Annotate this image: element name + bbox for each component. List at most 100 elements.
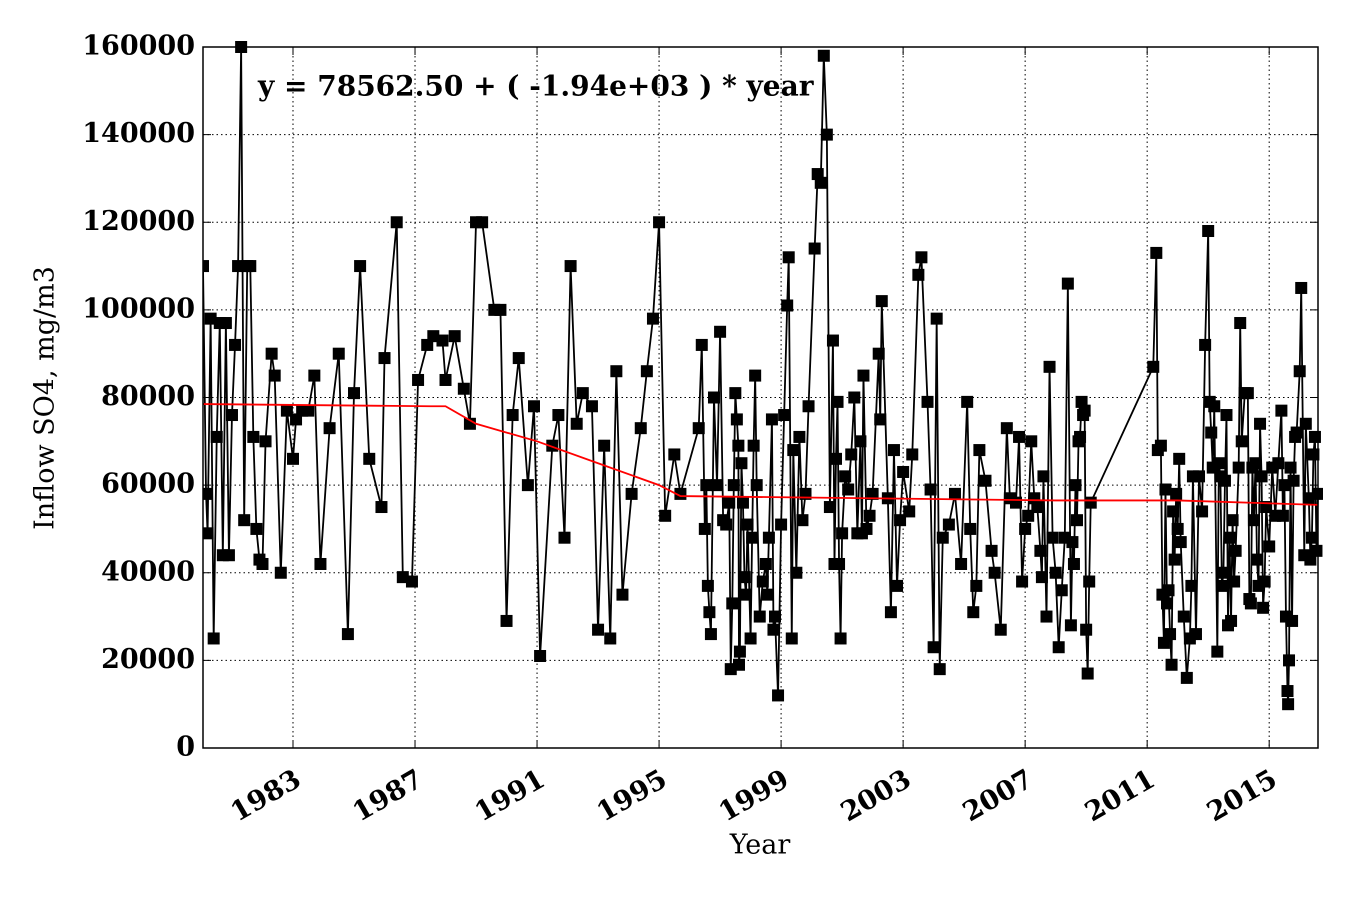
marker [787,444,800,457]
marker [256,557,269,570]
marker [903,505,916,518]
marker [723,496,736,509]
marker [1078,404,1091,417]
marker [756,575,769,588]
marker [1071,514,1084,527]
marker [1081,667,1094,680]
marker [1180,671,1193,684]
marker [1247,514,1260,527]
marker [375,501,388,514]
marker [1310,544,1323,557]
marker [1263,540,1276,553]
marker [570,417,583,430]
marker [802,400,815,413]
marker [405,575,418,588]
marker [762,531,775,544]
x-tick-label: 1999 [714,764,795,828]
marker [1159,483,1172,496]
marker [1308,430,1321,443]
marker [746,531,759,544]
marker [836,527,849,540]
marker [720,518,733,531]
marker [1167,505,1180,518]
marker [894,514,907,527]
marker [814,176,827,189]
marker [1211,645,1224,658]
marker [439,373,452,386]
marker [970,579,983,592]
marker [1013,430,1026,443]
x-axis-label: Year [729,830,791,861]
marker [616,588,629,601]
marker [1170,487,1183,500]
marker [726,597,739,610]
marker [238,514,251,527]
x-tick-label: 1991 [470,764,551,828]
marker [1022,509,1035,522]
marker [280,404,293,417]
marker [979,474,992,487]
marker [219,317,232,330]
marker [1244,597,1257,610]
marker [1276,509,1289,522]
y-tick-label: 60000 [101,469,195,500]
marker [222,549,235,562]
marker [1217,566,1230,579]
marker [390,216,403,229]
marker [1228,575,1241,588]
marker [506,409,519,422]
marker [1040,610,1053,623]
marker [1295,281,1308,294]
marker [396,571,409,584]
marker [1302,492,1315,505]
marker [921,395,934,408]
marker [1293,365,1306,378]
marker [866,487,879,500]
marker [1061,277,1074,290]
marker [1025,435,1038,448]
marker [915,251,928,264]
y-tick-label: 120000 [82,206,195,237]
marker [1225,614,1238,627]
marker [558,531,571,544]
marker [378,352,391,365]
marker [1037,470,1050,483]
marker [936,531,949,544]
marker [1185,579,1198,592]
marker [833,557,846,570]
marker [203,260,209,273]
marker [634,422,647,435]
marker [1208,400,1221,413]
marker [1283,654,1296,667]
marker [527,400,540,413]
marker [942,518,955,531]
marker [348,387,361,400]
marker [552,409,565,422]
marker [820,128,833,141]
marker [1284,461,1297,474]
marker [610,365,623,378]
marker [884,606,897,619]
marker [831,395,844,408]
marker [268,369,281,382]
x-tick-label: 1983 [226,764,307,828]
marker [244,260,257,273]
marker [736,496,749,509]
marker [1229,544,1242,557]
marker [703,606,716,619]
marker [1232,461,1245,474]
marker [1052,641,1065,654]
marker [640,365,653,378]
marker [1064,619,1077,632]
marker [695,338,708,351]
marker [463,417,476,430]
marker [534,649,547,662]
marker [848,391,861,404]
marker [714,325,727,338]
marker [576,387,589,400]
marker [1223,531,1236,544]
marker [457,382,470,395]
marker [912,268,925,281]
marker [1016,575,1029,588]
marker [203,527,214,540]
